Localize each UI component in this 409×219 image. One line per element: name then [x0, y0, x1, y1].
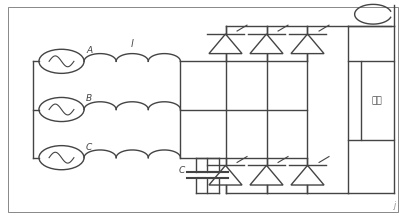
Polygon shape	[209, 165, 241, 185]
Text: 负载: 负载	[371, 96, 382, 105]
Bar	[360, 61, 393, 140]
Text: C: C	[178, 166, 184, 175]
Polygon shape	[290, 34, 323, 54]
Text: C: C	[86, 143, 92, 152]
Text: A: A	[86, 46, 92, 55]
Text: l: l	[130, 39, 133, 49]
Text: B: B	[86, 94, 92, 104]
Polygon shape	[290, 165, 323, 185]
Polygon shape	[249, 34, 282, 54]
Polygon shape	[249, 165, 282, 185]
Polygon shape	[209, 34, 241, 54]
Text: j: j	[393, 201, 395, 210]
